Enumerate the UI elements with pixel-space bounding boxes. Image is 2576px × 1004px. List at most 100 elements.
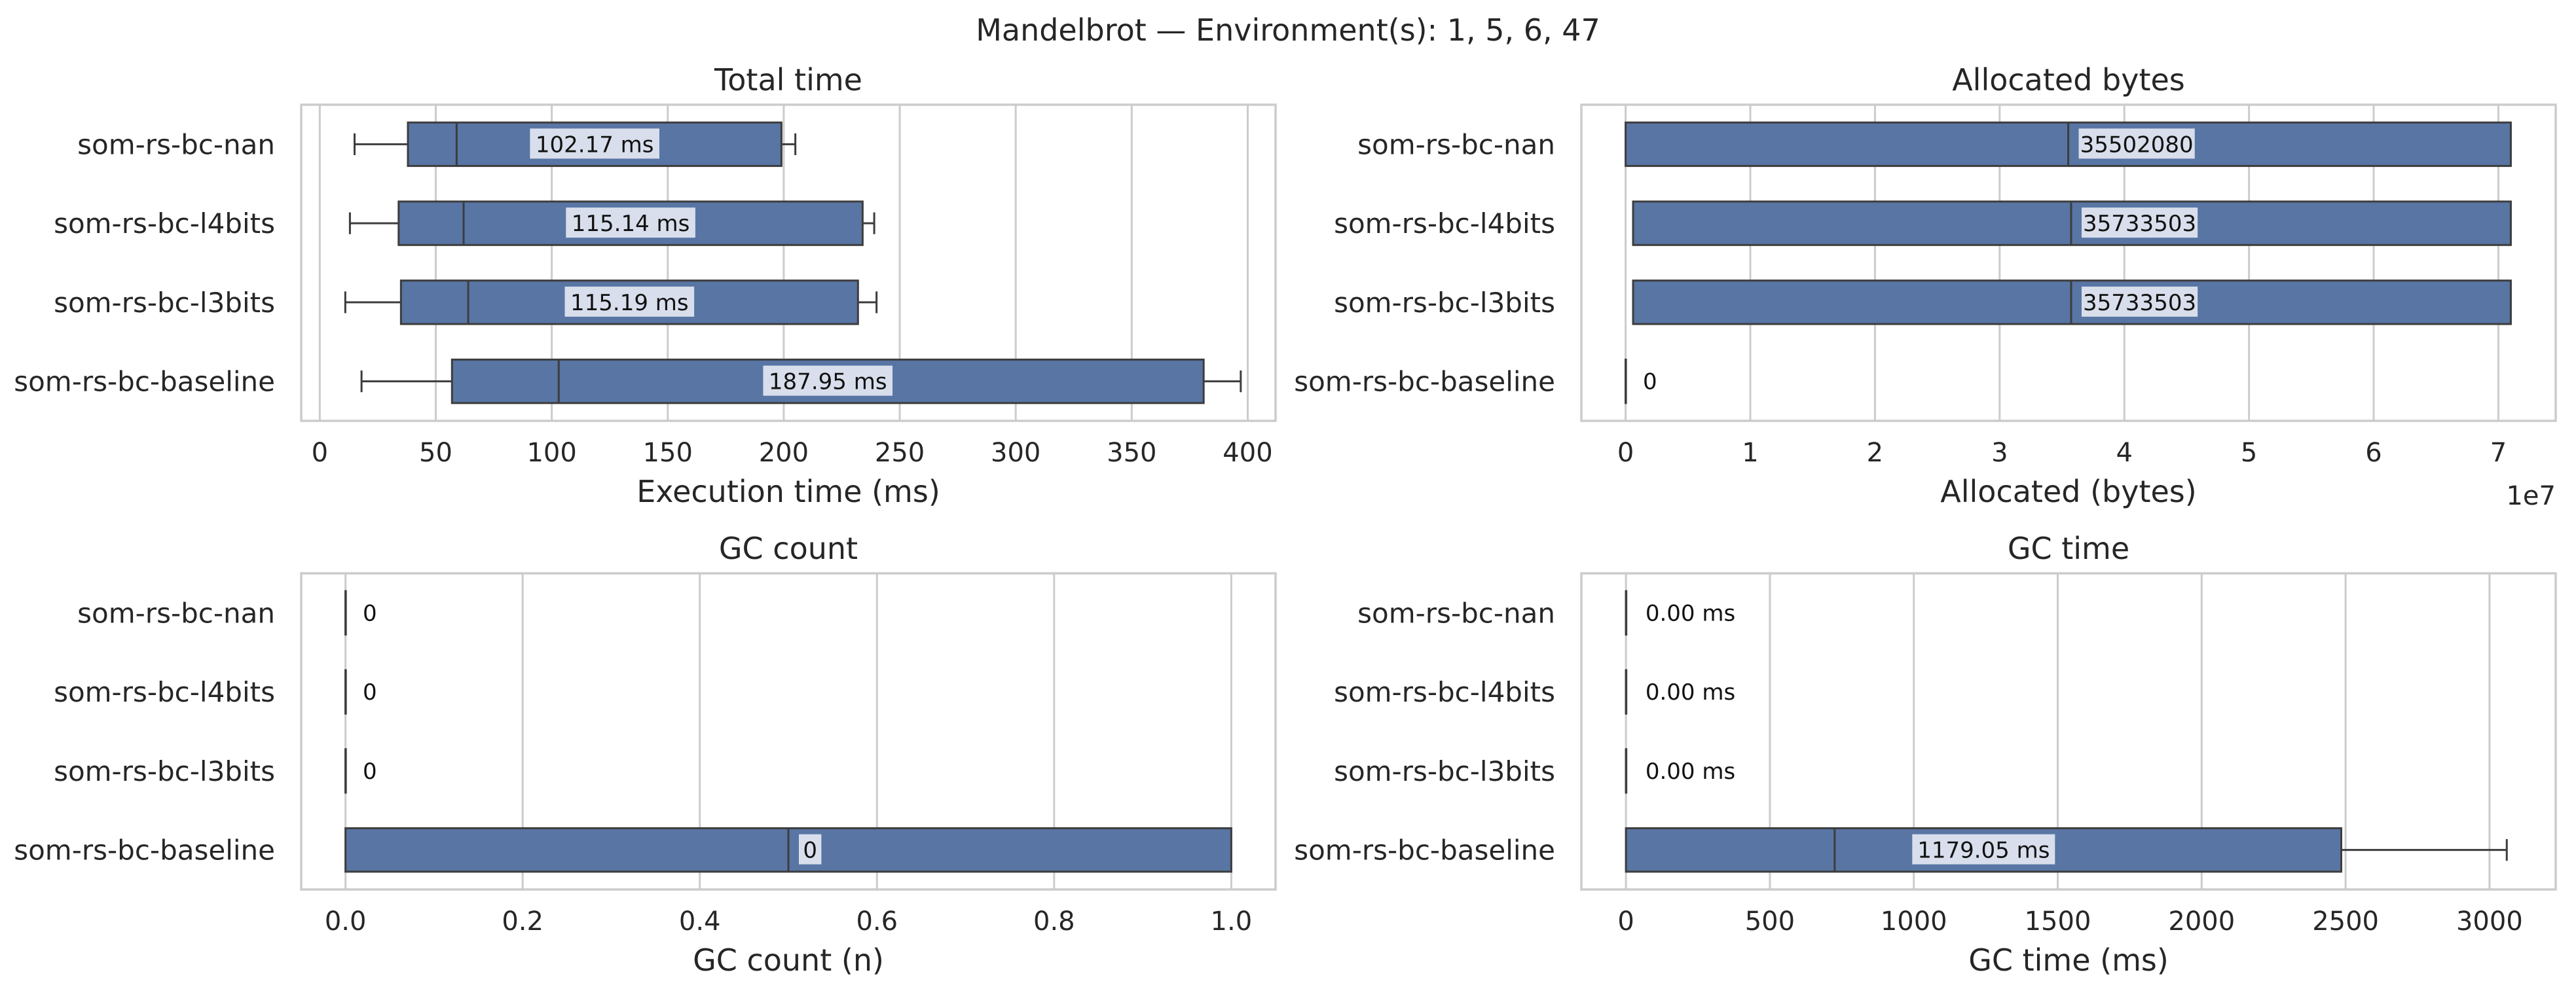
annotation-background (530, 128, 659, 159)
x-axis-label: Execution time (ms) (636, 474, 940, 509)
box-som-rs-bc-nan: 35502080 (1625, 121, 2512, 168)
annotation-background (2078, 128, 2195, 159)
box-som-rs-bc-l3bits: 35733503 (1632, 279, 2512, 325)
x-tick-label: 350 (1107, 438, 1156, 468)
box-som-rs-bc-nan: 0 (344, 590, 377, 636)
box-annotation: 0.00 ms (1646, 600, 1735, 626)
annotation-background (799, 834, 822, 865)
x-tick-label: 1.0 (1211, 906, 1253, 937)
x-tick-label: 50 (419, 438, 452, 468)
box-annotation: 187.95 ms (769, 369, 887, 395)
subplot-4: GC time 0 500 1000 1500 2000 2500 3000 GC time (… (1294, 531, 2557, 978)
x-tick-label: 6 (2365, 438, 2382, 468)
x-tick-label: 4 (2116, 438, 2132, 468)
box-som-rs-bc-nan: 0.00 ms (1625, 590, 1735, 636)
box-som-rs-bc-l4bits: 0 (344, 669, 377, 715)
y-category-label: som-rs-bc-nan (1357, 128, 1555, 160)
box-som-rs-bc-baseline: 187.95 ms (360, 358, 1242, 404)
x-tick-label: 7 (2490, 438, 2507, 468)
subplot-title: GC time (2008, 531, 2129, 566)
y-category-label: som-rs-bc-baseline (14, 366, 275, 398)
x-tick-label: 1500 (2025, 906, 2091, 937)
box-som-rs-bc-nan: 102.17 ms (353, 121, 797, 168)
box-som-rs-bc-baseline: 0 (1625, 358, 1657, 404)
box-som-rs-bc-l4bits: 0.00 ms (1625, 669, 1735, 715)
y-category-label: som-rs-bc-l3bits (54, 287, 275, 319)
box-annotation: 1179.05 ms (1917, 838, 2050, 864)
box-annotation: 0.00 ms (1646, 759, 1735, 785)
y-category-label: som-rs-bc-nan (1357, 597, 1555, 629)
x-tick-label: 3 (1991, 438, 2008, 468)
box-som-rs-bc-l4bits: 115.14 ms (348, 200, 875, 246)
box-annotation: 0 (1643, 369, 1657, 395)
x-tick-label: 1000 (1881, 906, 1947, 937)
x-tick-label: 0 (1617, 438, 1634, 468)
x-tick-label: 2000 (2168, 906, 2235, 937)
box-som-rs-bc-baseline: 1179.05 ms (1625, 827, 2508, 873)
x-tick-label: 150 (643, 438, 693, 468)
box-som-rs-bc-baseline: 0 (344, 827, 1232, 873)
x-tick-label: 0.2 (502, 906, 543, 937)
subplot-title: Allocated bytes (1952, 62, 2185, 98)
annotation-background (2081, 286, 2198, 317)
y-category-label: som-rs-bc-baseline (1294, 834, 1555, 867)
y-category-label: som-rs-bc-l4bits (54, 676, 275, 708)
subplot-2: Allocated bytes 0 1 2 3 4 5 6 7 Allocated (bytes)… (1294, 62, 2557, 511)
x-tick-label: 300 (991, 438, 1040, 468)
subplot-title: Total time (714, 62, 862, 98)
x-tick-label: 100 (526, 438, 576, 468)
plot-frame (1580, 572, 2557, 891)
x-tick-label: 5 (2241, 438, 2257, 468)
box-annotation: 0 (803, 838, 817, 864)
annotation-background (564, 286, 695, 317)
box-annotation: 0 (363, 759, 377, 785)
y-category-label: som-rs-bc-baseline (14, 834, 275, 867)
box-annotation: 115.14 ms (572, 211, 690, 237)
x-axis-label: GC time (ms) (1968, 942, 2169, 978)
box-annotation: 35733503 (2083, 290, 2196, 316)
subplot-title: GC count (719, 531, 858, 566)
annotation-background (1912, 834, 2055, 865)
x-tick-label: 2500 (2312, 906, 2379, 937)
y-category-label: som-rs-bc-l4bits (1334, 207, 1555, 240)
box-annotation: 115.19 ms (570, 290, 689, 316)
box-annotation: 35502080 (2080, 132, 2194, 158)
x-axis-label: Allocated (bytes) (1940, 474, 2196, 509)
y-category-label: som-rs-bc-l3bits (1334, 287, 1555, 319)
x-tick-label: 200 (759, 438, 809, 468)
y-category-label: som-rs-bc-baseline (1294, 366, 1555, 398)
box-annotation: 0 (363, 679, 377, 706)
y-category-label: som-rs-bc-l4bits (1334, 676, 1555, 708)
box-som-rs-bc-l3bits: 115.19 ms (344, 279, 878, 325)
box-som-rs-bc-l4bits: 35733503 (1632, 200, 2512, 246)
y-category-label: som-rs-bc-l4bits (54, 207, 275, 240)
plot-frame (300, 572, 1277, 891)
box-annotation: 35733503 (2083, 211, 2196, 237)
figure-suptitle: Mandelbrot — Environment(s): 1, 5, 6, 47 (976, 12, 1600, 48)
x-tick-label: 250 (875, 438, 925, 468)
y-category-label: som-rs-bc-nan (77, 128, 275, 160)
annotation-background (566, 207, 695, 238)
y-category-label: som-rs-bc-l3bits (54, 755, 275, 787)
subplot-1: Total time 0 50 100 150 200 250 300 350 400 Execut… (14, 62, 1277, 509)
x-tick-label: 0.8 (1033, 906, 1075, 937)
annotation-background (763, 365, 893, 396)
x-tick-label: 400 (1223, 438, 1272, 468)
x-tick-label: 2 (1867, 438, 1883, 468)
x-tick-label: 0 (1617, 906, 1634, 937)
x-tick-label: 0 (312, 438, 328, 468)
annotation-background (2081, 207, 2198, 238)
plot-frame (300, 103, 1277, 422)
x-tick-label: 0.4 (679, 906, 721, 937)
y-category-label: som-rs-bc-l3bits (1334, 755, 1555, 787)
subplot-3: GC count 0.0 0.2 0.4 0.6 0.8 1.0 GC count (n) so… (14, 531, 1277, 978)
x-tick-label: 0.6 (856, 906, 898, 937)
x-tick-label: 3000 (2456, 906, 2523, 937)
box-annotation: 102.17 ms (536, 132, 654, 158)
box-annotation: 0.00 ms (1646, 679, 1735, 706)
box-annotation: 0 (363, 600, 377, 626)
y-category-label: som-rs-bc-nan (77, 597, 275, 629)
x-tick-label: 0.0 (325, 906, 367, 937)
x-tick-label: 500 (1745, 906, 1795, 937)
